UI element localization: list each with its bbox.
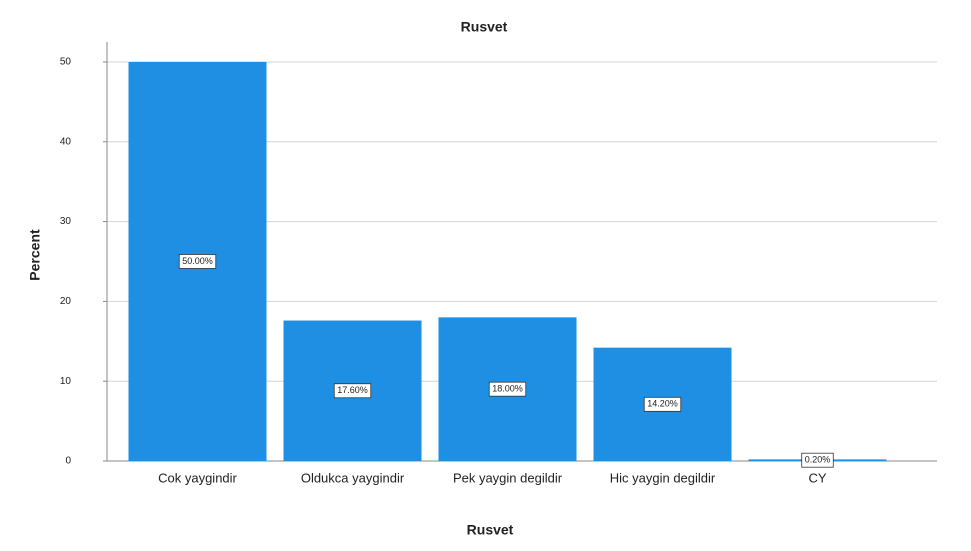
data-label: 0.20%	[805, 455, 831, 465]
y-tick-label: 0	[65, 456, 71, 467]
data-label: 14.20%	[647, 399, 678, 409]
y-tick-label: 40	[60, 136, 72, 147]
data-label: 50.00%	[182, 256, 213, 266]
data-label: 18.00%	[492, 384, 523, 394]
data-label-box	[643, 396, 682, 412]
x-tick-label: Hic yaygin degildir	[610, 470, 716, 485]
y-tick-label: 10	[60, 376, 72, 387]
data-label-box	[178, 254, 217, 269]
data-label-box	[488, 381, 527, 397]
y-tick-label: 30	[60, 216, 72, 227]
data-label-box	[333, 383, 372, 399]
x-tick-label: Cok yaygindir	[158, 470, 237, 485]
x-tick-label: Pek yaygin degildir	[453, 470, 563, 485]
x-tick-label: Oldukca yaygindir	[301, 470, 405, 485]
y-tick-label: 50	[60, 57, 72, 68]
chart-title: Rusvet	[461, 19, 508, 35]
x-axis-title: Rusvet	[467, 522, 514, 538]
data-label-box	[801, 452, 834, 468]
y-axis-title: Percent	[27, 229, 43, 281]
data-label: 17.60%	[337, 385, 368, 395]
y-tick-label: 20	[60, 296, 72, 307]
x-tick-label: CY	[808, 470, 826, 485]
